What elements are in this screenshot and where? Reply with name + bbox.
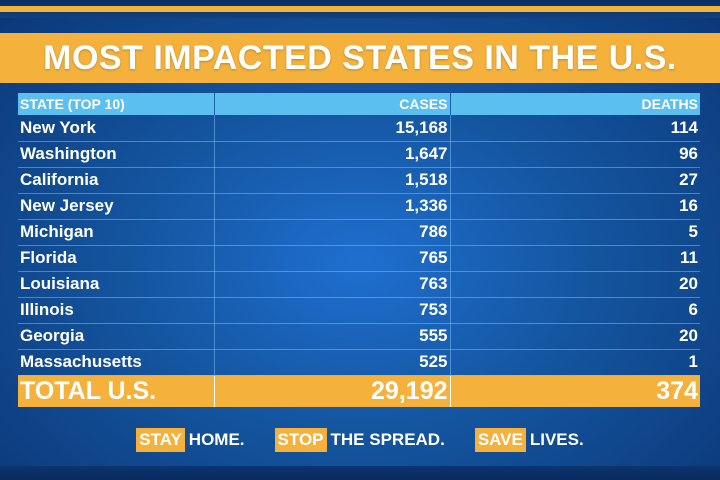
slogan-text: HOME. — [188, 430, 245, 449]
state-name: Louisiana — [18, 271, 215, 298]
deaths-value: 5 — [450, 219, 700, 246]
cases-value: 1,336 — [214, 193, 451, 220]
state-name: Michigan — [18, 219, 215, 246]
deaths-value: 1 — [450, 349, 700, 376]
slogan-highlight: STOP — [274, 428, 327, 452]
cases-table-container: STATE (TOP 10) CASES DEATHS New York 15,… — [18, 93, 700, 407]
bottom-accent-strip — [0, 466, 720, 480]
slogan-text: THE SPREAD. — [330, 430, 445, 449]
state-name: Washington — [18, 141, 215, 168]
cases-value: 15,168 — [214, 115, 451, 142]
table-row: Michigan 786 5 — [18, 219, 700, 246]
table-header-row: STATE (TOP 10) CASES DEATHS — [18, 93, 700, 115]
cases-value: 555 — [214, 323, 451, 350]
deaths-value: 27 — [450, 167, 700, 194]
slogan-footer: STAY HOME. STOP THE SPREAD. SAVE LIVES. — [0, 427, 720, 453]
cases-value: 525 — [214, 349, 451, 376]
deaths-value: 16 — [450, 193, 700, 220]
deaths-value: 96 — [450, 141, 700, 168]
deaths-value: 20 — [450, 271, 700, 298]
cases-value: 786 — [214, 219, 451, 246]
cases-value: 753 — [214, 297, 451, 324]
total-deaths: 374 — [656, 376, 698, 405]
header-state: STATE (TOP 10) — [18, 93, 215, 115]
deaths-value: 20 — [450, 323, 700, 350]
table-row: Louisiana 763 20 — [18, 271, 700, 298]
state-name: Georgia — [18, 323, 215, 350]
slogan-highlight: SAVE — [474, 428, 526, 452]
title-band: MOST IMPACTED STATES IN THE U.S. — [0, 33, 720, 83]
slogan-save-lives: SAVE LIVES. — [474, 428, 584, 452]
deaths-value: 11 — [450, 245, 700, 272]
table-row: Illinois 753 6 — [18, 297, 700, 324]
slogan-stop-spread: STOP THE SPREAD. — [274, 428, 445, 452]
state-name: Massachusetts — [18, 349, 215, 376]
deaths-value: 6 — [450, 297, 700, 324]
cases-table: STATE (TOP 10) CASES DEATHS New York 15,… — [18, 93, 700, 407]
cases-value: 1,518 — [214, 167, 451, 194]
slogan-highlight: STAY — [136, 428, 185, 452]
table-row: Florida 765 11 — [18, 245, 700, 272]
state-name: Florida — [18, 245, 215, 272]
slogan-stay-home: STAY HOME. — [136, 428, 245, 452]
table-row: Georgia 555 20 — [18, 323, 700, 350]
page-title: MOST IMPACTED STATES IN THE U.S. — [43, 38, 677, 77]
state-name: Illinois — [18, 297, 215, 324]
table-row: Massachusetts 525 1 — [18, 349, 700, 376]
state-name: California — [18, 167, 215, 194]
total-cases: 29,192 — [214, 375, 451, 407]
slogan-text: LIVES. — [529, 430, 584, 449]
cases-value: 765 — [214, 245, 451, 272]
deaths-value: 114 — [450, 115, 700, 142]
total-label: TOTAL U.S. — [18, 375, 215, 407]
state-name: New York — [18, 115, 215, 142]
state-name: New Jersey — [18, 193, 215, 220]
table-row: New York 15,168 114 — [18, 115, 700, 142]
cases-value: 763 — [214, 271, 451, 298]
table-row: California 1,518 27 — [18, 167, 700, 194]
table-row: Washington 1,647 96 — [18, 141, 700, 168]
header-deaths: DEATHS — [641, 96, 698, 112]
table-row: New Jersey 1,336 16 — [18, 193, 700, 220]
header-cases: CASES — [214, 93, 451, 115]
top-accent-strip — [0, 0, 720, 18]
cases-value: 1,647 — [214, 141, 451, 168]
total-row: TOTAL U.S. 29,192 374 — [18, 375, 700, 407]
